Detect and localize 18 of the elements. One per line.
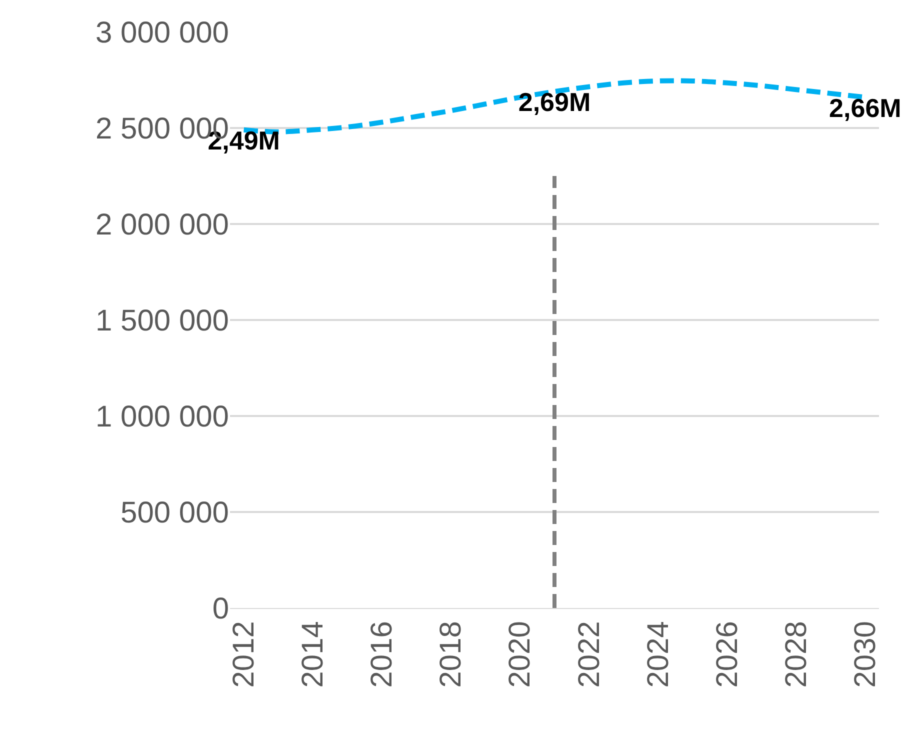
x-tick-label: 2028 bbox=[780, 621, 813, 688]
x-tick-label: 2026 bbox=[710, 621, 744, 688]
x-tick-label: 2012 bbox=[228, 621, 261, 688]
x-tick-label: 2020 bbox=[504, 621, 537, 688]
x-tick-label: 2024 bbox=[642, 621, 675, 688]
x-tick-label: 2030 bbox=[848, 621, 882, 688]
x-tick-label: 2014 bbox=[296, 621, 330, 688]
x-tick-label: 2016 bbox=[366, 621, 399, 688]
x-tick-label: 2018 bbox=[434, 621, 468, 688]
y-tick-label: 1 500 000 bbox=[96, 304, 229, 338]
y-tick-label: 1 000 000 bbox=[96, 400, 229, 434]
x-tick-label: 2022 bbox=[572, 621, 606, 688]
y-tick-label: 2 000 000 bbox=[96, 208, 229, 242]
y-tick-label: 0 bbox=[212, 592, 229, 626]
data-label: 2,66M bbox=[829, 92, 902, 123]
data-label: 2,69M bbox=[518, 87, 591, 118]
y-tick-label: 500 000 bbox=[120, 496, 229, 530]
y-tick-label: 3 000 000 bbox=[96, 16, 229, 50]
